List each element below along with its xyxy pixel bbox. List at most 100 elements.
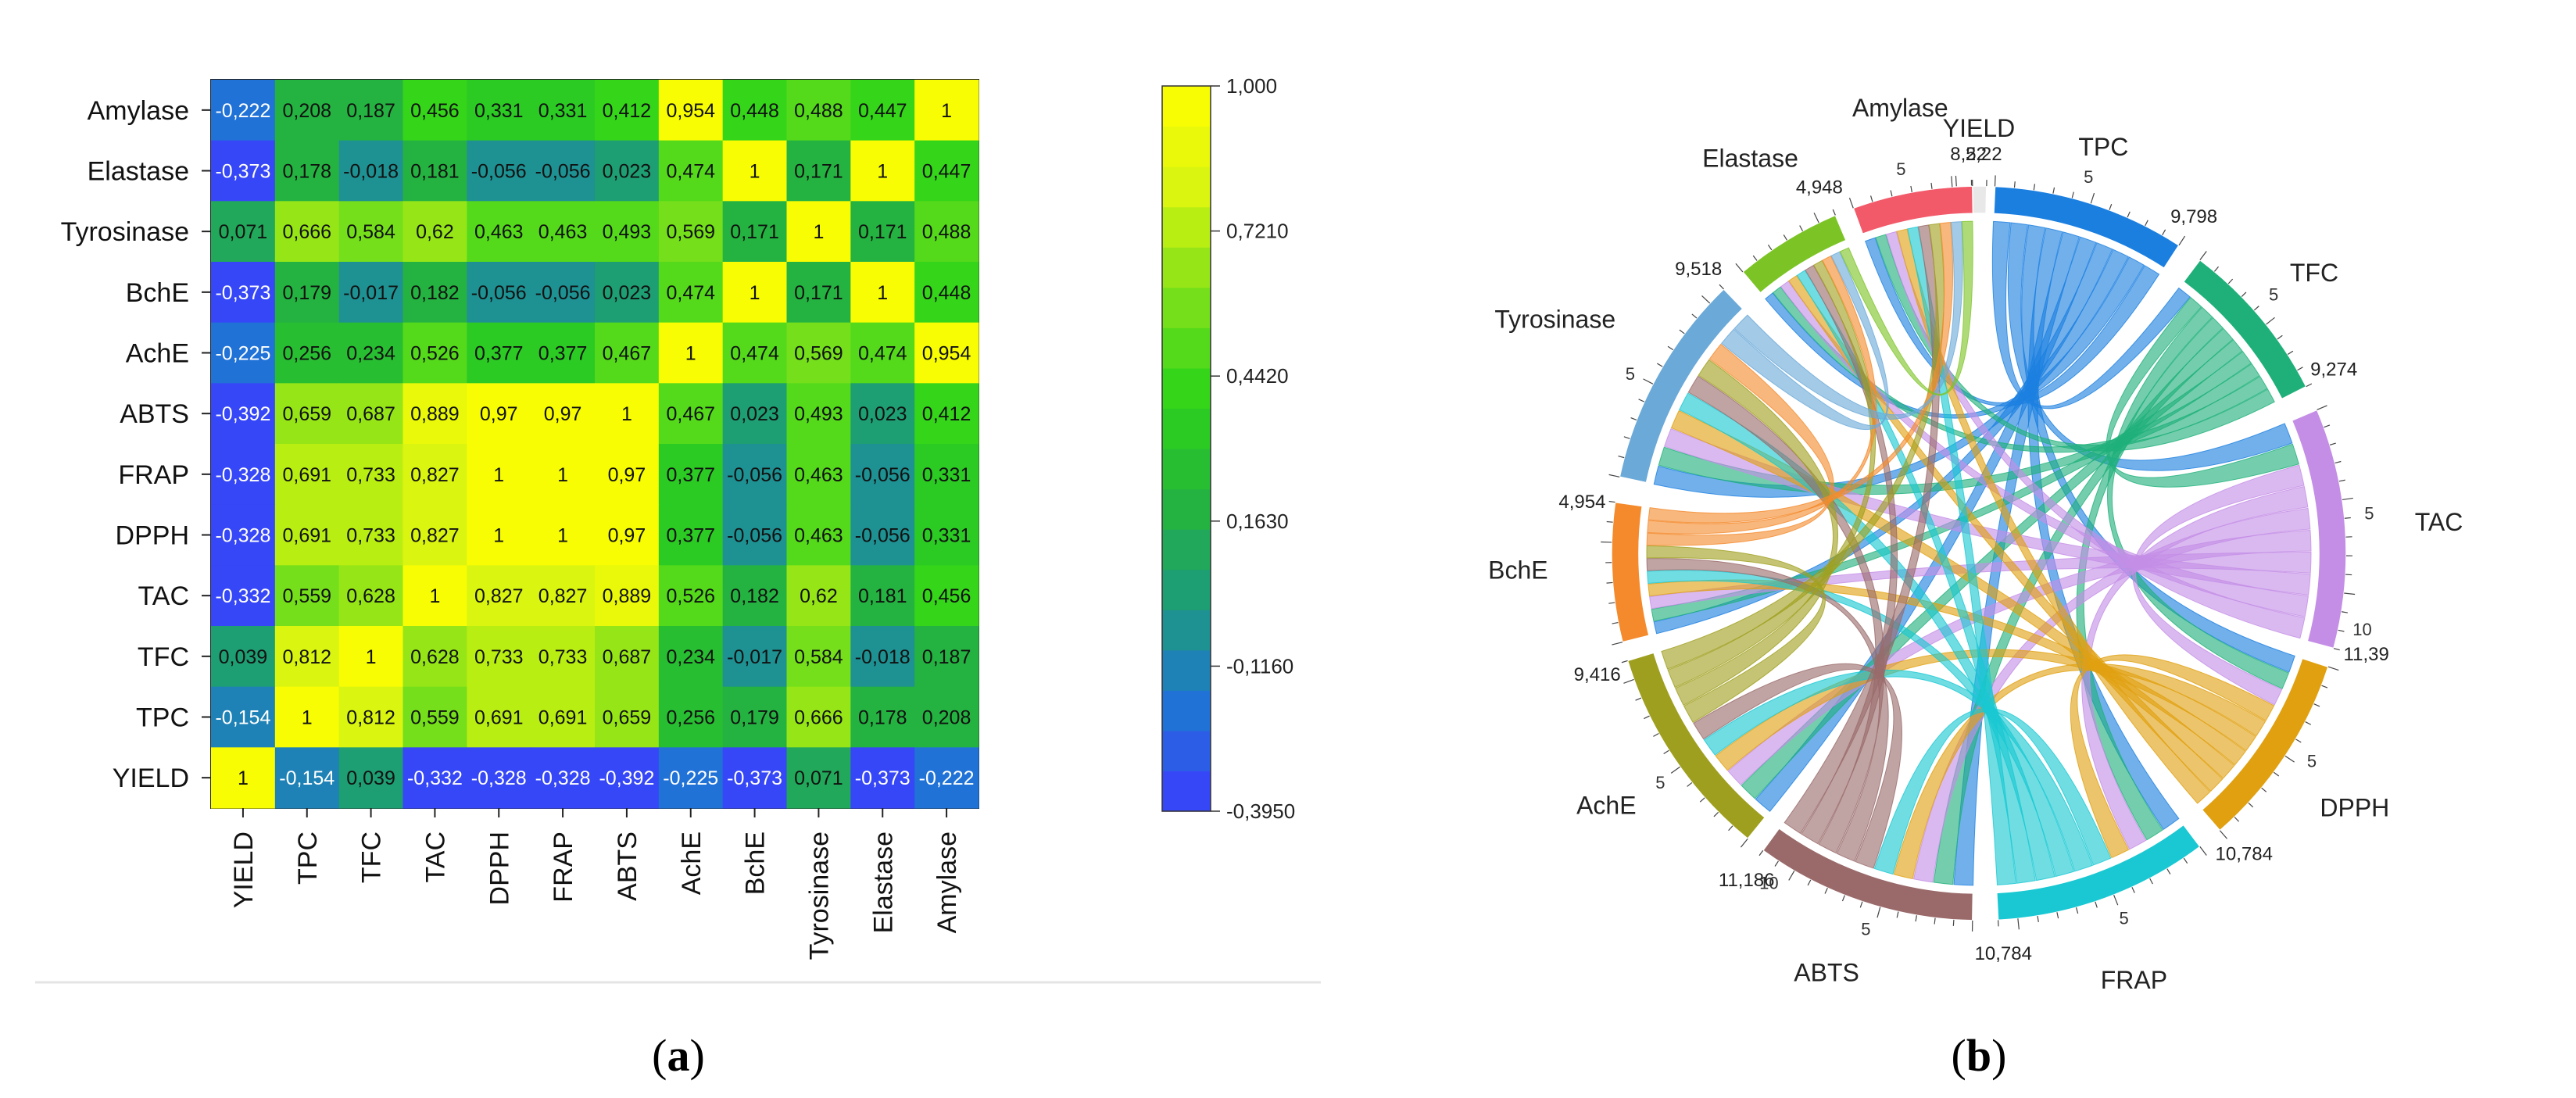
chord-tick — [1635, 697, 1642, 701]
heatmap-cell — [850, 140, 915, 202]
chord-tick — [1896, 911, 1899, 918]
heatmap-cell — [467, 686, 531, 748]
heatmap-column-label: BchE — [741, 832, 771, 895]
chord-ribbon — [1733, 221, 1963, 420]
heatmap-cell-label: -0,332 — [215, 585, 270, 607]
heatmap-row-label: TPC — [136, 703, 189, 733]
chord-tick — [2162, 229, 2166, 236]
heatmap-cell-label: 1 — [685, 343, 696, 365]
heatmap-cell-label: 0,456 — [410, 100, 460, 122]
heatmap-cell-label: 0,467 — [603, 343, 652, 365]
colorbar-band — [1162, 86, 1211, 127]
heatmap-cell — [786, 140, 851, 202]
chord-ribbon — [1693, 663, 1903, 869]
heatmap-cell — [531, 80, 596, 141]
heatmap-cell-label: 0,023 — [730, 403, 779, 425]
heatmap-cell — [274, 747, 340, 809]
heatmap-cell — [402, 262, 467, 324]
chord-end-label: 9,416 — [1574, 664, 1621, 685]
chord-tick — [2341, 611, 2349, 613]
heatmap-cell-label: 0,666 — [794, 707, 843, 729]
chord-tick — [1788, 871, 1795, 881]
chord-ribbon — [1720, 251, 1889, 431]
chord-end-label: 8,52 — [1950, 144, 1987, 165]
chord-tick — [2284, 755, 2295, 763]
heatmap-cell — [338, 444, 404, 506]
chord-ribbon — [1784, 224, 1941, 835]
heatmap-cell — [338, 686, 404, 748]
heatmap-cell — [338, 565, 404, 627]
heatmap-cell — [658, 504, 724, 566]
heatmap-cell-label: 0,208 — [282, 100, 331, 122]
chord-ribbon — [1674, 359, 1838, 706]
chord-tick — [1870, 195, 1873, 202]
heatmap-cell-label: -0,392 — [599, 767, 654, 789]
heatmap-cell-label: 0,889 — [410, 403, 460, 425]
heatmap-column-label: YIELD — [229, 832, 259, 908]
heatmap-cell — [850, 504, 915, 566]
chord-tick — [2127, 211, 2131, 218]
heatmap-cell-label: -0,328 — [535, 767, 591, 789]
chord-tick — [2017, 918, 2020, 930]
heatmap-cell — [467, 444, 531, 506]
chord-arc-frap — [1995, 824, 2201, 921]
chord-scale-label: 5 — [1655, 773, 1665, 792]
heatmap-cell-label: 0,493 — [794, 403, 843, 425]
chord-tick — [2145, 220, 2148, 227]
colorbar-band — [1162, 529, 1211, 570]
heatmap-cell — [467, 140, 531, 202]
heatmap-cell — [658, 747, 724, 809]
heatmap-cell-label: 0,691 — [474, 707, 524, 729]
heatmap-cell-label: 0,733 — [474, 646, 524, 668]
heatmap-cell — [467, 262, 531, 324]
heatmap-cell-label: 0,62 — [800, 585, 838, 607]
heatmap-cell — [467, 322, 531, 384]
chord-tick — [2287, 350, 2294, 356]
heatmap-cell — [595, 201, 660, 263]
chord-tick — [1701, 295, 1711, 304]
heatmap-cell — [467, 383, 531, 445]
heatmap-cell — [402, 686, 467, 748]
heatmap-cell-label: -0,056 — [535, 282, 591, 304]
heatmap-cell — [402, 504, 467, 566]
heatmap-cell — [850, 686, 915, 748]
chord-end-label: 9,518 — [1675, 259, 1722, 280]
heatmap-cell — [595, 140, 660, 202]
chord-tick — [2317, 405, 2327, 410]
heatmap-cell — [595, 383, 660, 445]
heatmap-cell-label: -0,018 — [855, 646, 911, 668]
chord-tick — [1713, 811, 1719, 817]
chord-tick — [1623, 678, 1634, 684]
chord-ribbon — [1907, 226, 2016, 885]
colorbar-band — [1162, 449, 1211, 490]
heatmap-cell — [658, 262, 724, 324]
chord-node-label: YIELD — [1943, 114, 2015, 142]
colorbar-band — [1162, 408, 1211, 449]
chord-scale-label: 5 — [2269, 285, 2278, 305]
chord-tick — [1799, 225, 1804, 231]
heatmap-cell — [850, 201, 915, 263]
heatmap-row-label: BchE — [126, 278, 189, 308]
heatmap-cell — [722, 504, 788, 566]
heatmap-cell — [658, 322, 724, 384]
heatmap-cell-label: 0,331 — [474, 100, 524, 122]
chord-tick — [1663, 749, 1669, 755]
heatmap-cell-label: 0,559 — [410, 707, 460, 729]
heatmap-cell — [338, 626, 404, 688]
heatmap-cell — [531, 747, 596, 809]
chord-tick — [2305, 721, 2312, 725]
chord-tick — [1767, 244, 1773, 251]
heatmap-cell-label: 0,526 — [666, 585, 715, 607]
heatmap-cell-label: 0,256 — [666, 707, 715, 729]
heatmap-cell — [914, 444, 979, 506]
heatmap-cell — [211, 80, 276, 141]
chord-node-label: AchE — [1576, 792, 1636, 820]
heatmap-cell-label: -0,056 — [855, 525, 911, 547]
chord-end-label: 10,784 — [1975, 943, 2032, 964]
chord-tick — [2273, 771, 2280, 777]
chord-ribbon — [1873, 707, 2112, 875]
heatmap-cell-label: 0,023 — [858, 403, 907, 425]
heatmap-cell — [274, 140, 340, 202]
chord-ribbon — [1864, 237, 2160, 406]
heatmap-cell-label: 1 — [302, 707, 313, 729]
